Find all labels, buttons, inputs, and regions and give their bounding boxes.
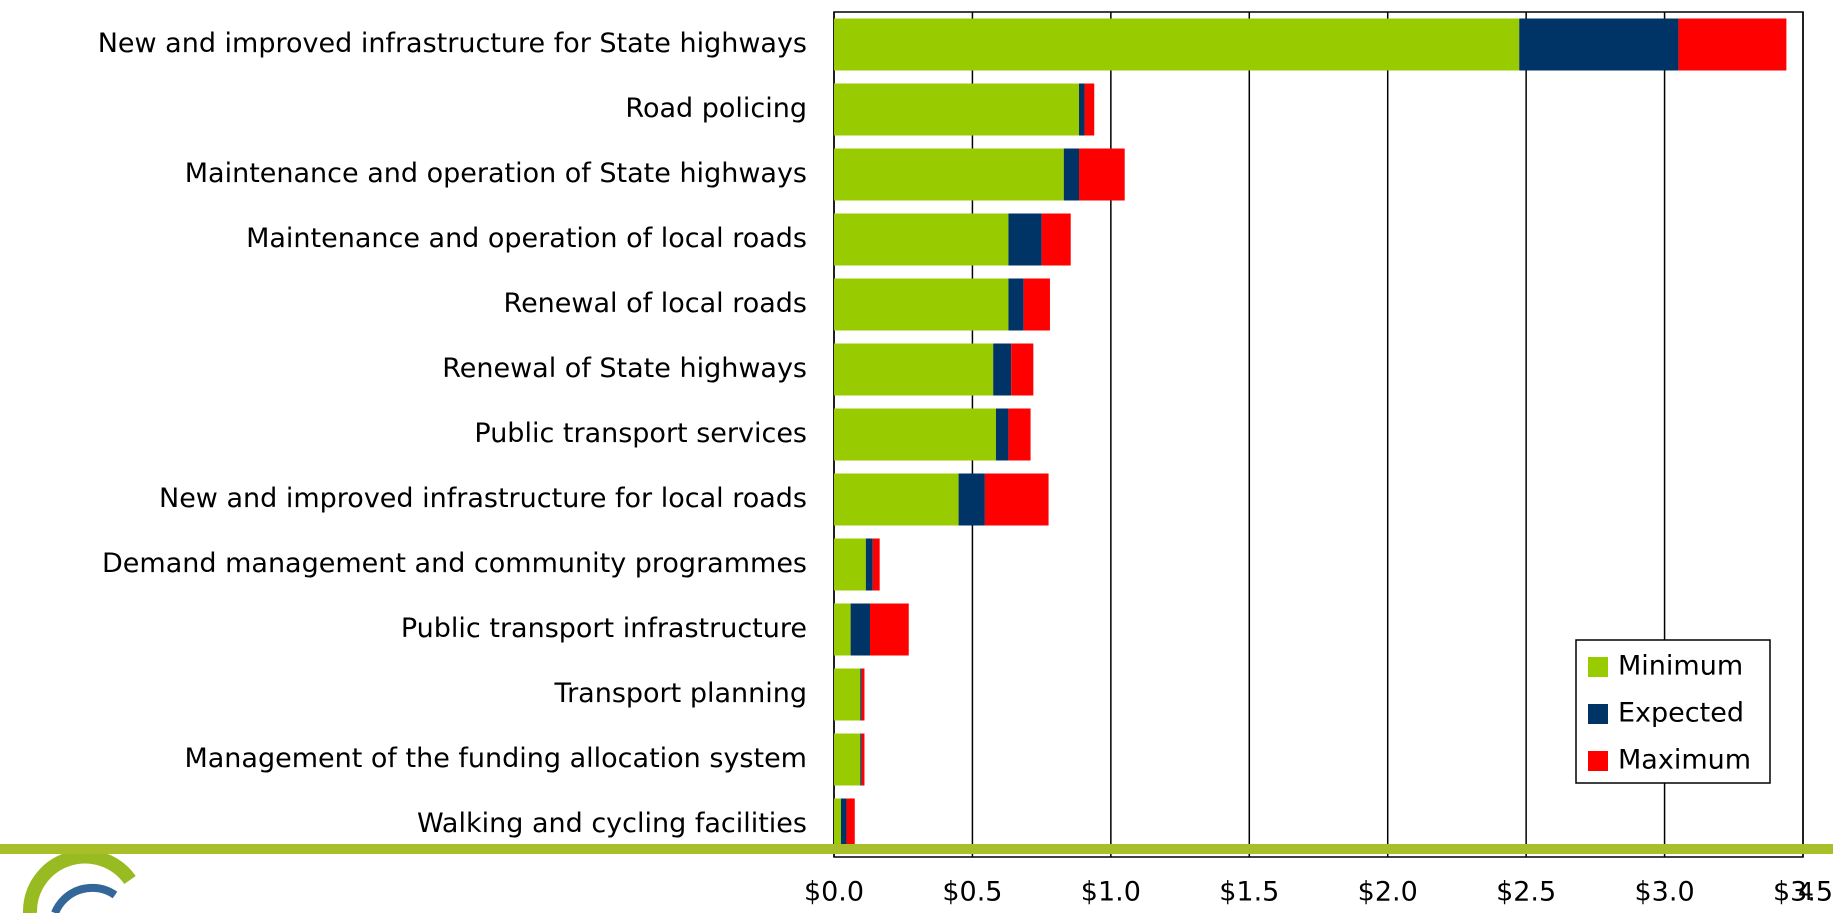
bar-segment [834, 603, 851, 656]
bar-segment [834, 278, 1009, 331]
bar-segment [958, 473, 985, 526]
x-tick-label: $0.5 [942, 877, 1002, 908]
footer-band [0, 844, 1833, 854]
y-tick-label: Public transport infrastructure [401, 613, 807, 644]
legend-swatch [1588, 704, 1608, 724]
bar-segment [1079, 148, 1125, 201]
x-tick-label: $1.5 [1219, 877, 1279, 908]
bar-segment [834, 538, 866, 591]
bar-segment [865, 538, 873, 591]
bar-segment [834, 473, 959, 526]
logo [23, 849, 136, 913]
bar-segment [1041, 213, 1071, 266]
bar-segment [834, 148, 1064, 201]
bar-segment [834, 668, 861, 721]
bar-segment [995, 408, 1009, 461]
legend-swatch [1588, 657, 1608, 677]
y-tick-label: Renewal of local roads [504, 288, 807, 319]
y-tick-label: New and improved infrastructure for Stat… [98, 28, 807, 59]
bar-segment [860, 733, 862, 786]
legend-label: Expected [1618, 698, 1744, 729]
bar-segment [834, 343, 994, 396]
bar-segment [834, 83, 1080, 136]
x-tick-label: $2.5 [1496, 877, 1556, 908]
y-tick-label: Management of the funding allocation sys… [184, 743, 807, 774]
bar-segment [861, 668, 865, 721]
bar-segment [834, 18, 1520, 71]
y-tick-label: Demand management and community programm… [102, 548, 807, 579]
y-tick-label: Renewal of State highways [442, 353, 807, 384]
bar-segment [834, 213, 1009, 266]
bar-segment [1063, 148, 1080, 201]
x-tick-label: $3.0 [1635, 877, 1695, 908]
bar-segment [834, 733, 861, 786]
bar-segment [1023, 278, 1050, 331]
bar-segment [861, 733, 865, 786]
bar-segment [834, 408, 996, 461]
y-tick-label: Road policing [625, 93, 807, 124]
x-tick-label: $3.5 [1773, 877, 1833, 908]
bar-segment [872, 538, 880, 591]
bar-segment [840, 798, 847, 851]
slide-number: 4 [1798, 877, 1814, 906]
bar-segment [1678, 18, 1787, 71]
bar-segment [846, 798, 855, 851]
x-tick-label: $0.0 [804, 877, 864, 908]
bar-segment [1011, 343, 1034, 396]
y-tick-label: Walking and cycling facilities [417, 808, 807, 839]
bar-segment [993, 343, 1012, 396]
y-tick-label: Maintenance and operation of State highw… [185, 158, 807, 189]
bar-segment [1008, 278, 1024, 331]
bar-segment [1008, 408, 1031, 461]
x-tick-label: $1.0 [1081, 877, 1141, 908]
legend-label: Maximum [1618, 745, 1751, 776]
bar-segment [850, 603, 870, 656]
bar-segment [869, 603, 909, 656]
bar-segment [1008, 213, 1042, 266]
legend-box [1575, 639, 1771, 784]
bar-segment [860, 668, 862, 721]
y-tick-label: Public transport services [474, 418, 807, 449]
legend-swatch [1588, 751, 1608, 771]
bar-segment [834, 798, 841, 851]
legend: Minimum Expected Maximum [1575, 639, 1771, 784]
y-tick-label: New and improved infrastructure for loca… [159, 483, 807, 514]
bar-segment [1519, 18, 1679, 71]
y-tick-label: Maintenance and operation of local roads [246, 223, 807, 254]
legend-label: Minimum [1618, 651, 1743, 682]
bar-segment [1079, 83, 1085, 136]
bar-segment [1084, 83, 1095, 136]
x-tick-label: $2.0 [1358, 877, 1418, 908]
bar-segment [984, 473, 1049, 526]
y-tick-label: Transport planning [554, 678, 807, 709]
